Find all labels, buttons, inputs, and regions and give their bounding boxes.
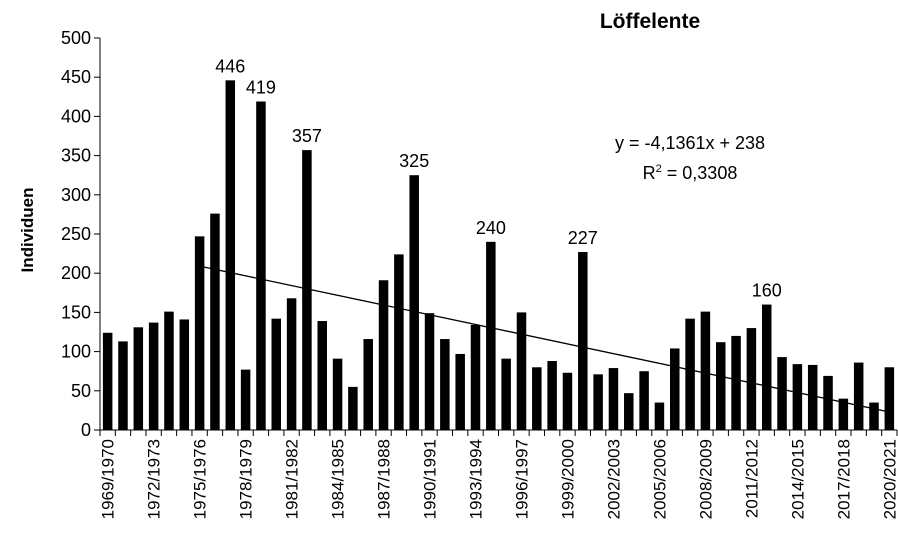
trendline xyxy=(199,265,890,413)
bar xyxy=(440,339,450,430)
bar xyxy=(823,375,833,430)
bar xyxy=(133,327,144,430)
bar xyxy=(317,321,327,430)
x-tick-label: 1984/1985 xyxy=(329,439,348,519)
x-tick-label: 1987/1988 xyxy=(375,439,394,519)
x-tick-label: 1999/2000 xyxy=(558,439,577,519)
bar xyxy=(685,318,695,430)
bar xyxy=(363,339,373,430)
bar xyxy=(470,324,481,430)
bar xyxy=(547,361,557,430)
y-tick-label: 50 xyxy=(71,381,91,401)
bar xyxy=(562,372,573,430)
y-tick-label: 0 xyxy=(81,420,91,440)
bar xyxy=(348,386,358,430)
x-tick-label: 1990/1991 xyxy=(421,439,440,519)
bar xyxy=(164,311,174,430)
data-label: 325 xyxy=(399,151,429,171)
y-tick-label: 350 xyxy=(61,146,91,166)
y-tick-label: 450 xyxy=(61,67,91,87)
x-tick-label: 2014/2015 xyxy=(788,439,807,519)
x-tick-label: 1996/1997 xyxy=(512,439,531,519)
y-tick-label: 150 xyxy=(61,302,91,322)
y-tick-label: 300 xyxy=(61,185,91,205)
bar xyxy=(884,367,895,430)
y-tick-label: 100 xyxy=(61,342,91,362)
data-label: 419 xyxy=(246,78,276,98)
bar xyxy=(853,362,864,430)
chart-title: Löffelente xyxy=(599,10,701,33)
bar xyxy=(700,311,711,430)
bar xyxy=(777,357,787,430)
bar xyxy=(654,402,665,430)
trendline-equation: y = -4,1361x + 238 xyxy=(614,133,766,153)
y-tick-label: 200 xyxy=(61,263,91,283)
x-tick-label: 2017/2018 xyxy=(834,439,853,519)
data-label: 160 xyxy=(752,281,782,301)
bar xyxy=(838,398,849,430)
bar xyxy=(118,341,128,430)
bar xyxy=(409,175,419,430)
bar xyxy=(578,252,588,430)
bar xyxy=(593,374,603,430)
r-squared-superscript: 2 xyxy=(655,163,662,175)
data-label: 446 xyxy=(215,56,245,76)
y-tick-label: 400 xyxy=(61,106,91,126)
x-tick-label: 1993/1994 xyxy=(467,439,486,519)
x-tick-label: 1981/1982 xyxy=(283,439,302,519)
bar xyxy=(302,150,312,430)
bar xyxy=(455,353,465,430)
bar xyxy=(792,364,803,430)
x-tick-label: 1969/1970 xyxy=(99,439,118,519)
bar xyxy=(378,280,389,430)
bar xyxy=(256,101,266,430)
bar xyxy=(225,80,236,430)
bar xyxy=(194,236,205,430)
x-tick-label: 1975/1976 xyxy=(191,439,210,519)
bar xyxy=(486,241,496,430)
bar xyxy=(670,348,680,430)
bar xyxy=(608,368,619,430)
y-tick-label: 500 xyxy=(61,28,91,48)
bar xyxy=(179,319,190,430)
bar xyxy=(424,313,435,430)
bar xyxy=(332,358,343,430)
bar xyxy=(516,312,527,430)
x-tick-label: 1972/1973 xyxy=(145,439,164,519)
bar xyxy=(807,364,818,430)
bar xyxy=(394,254,404,430)
bar xyxy=(286,298,297,430)
bar xyxy=(271,318,282,430)
data-label: 357 xyxy=(292,126,322,146)
bar xyxy=(532,367,542,430)
x-tick-label: 2005/2006 xyxy=(650,439,669,519)
bar xyxy=(639,371,649,430)
bar xyxy=(210,213,220,430)
data-label: 240 xyxy=(476,218,506,238)
bar xyxy=(102,332,113,430)
x-tick-label: 2011/2012 xyxy=(742,439,761,518)
bar xyxy=(240,369,251,430)
y-axis-label: Individuen xyxy=(18,187,37,273)
x-tick-label: 2008/2009 xyxy=(696,439,715,519)
bar xyxy=(746,328,757,430)
r-squared-label: R2 = 0,3308 xyxy=(560,163,820,184)
bar xyxy=(624,393,634,430)
bar xyxy=(148,322,159,430)
bar xyxy=(731,335,741,430)
r-squared-symbol: R xyxy=(642,163,656,183)
bar xyxy=(715,342,726,430)
y-tick-label: 250 xyxy=(61,224,91,244)
bar xyxy=(761,304,772,430)
bar xyxy=(501,358,511,430)
x-tick-label: 2002/2003 xyxy=(604,439,623,519)
x-tick-label: 1978/1979 xyxy=(237,439,256,519)
r-squared-value: = 0,3308 xyxy=(661,163,738,183)
x-tick-label: 2020/2021 xyxy=(880,439,898,519)
data-label: 227 xyxy=(568,228,598,248)
bar xyxy=(869,402,879,430)
